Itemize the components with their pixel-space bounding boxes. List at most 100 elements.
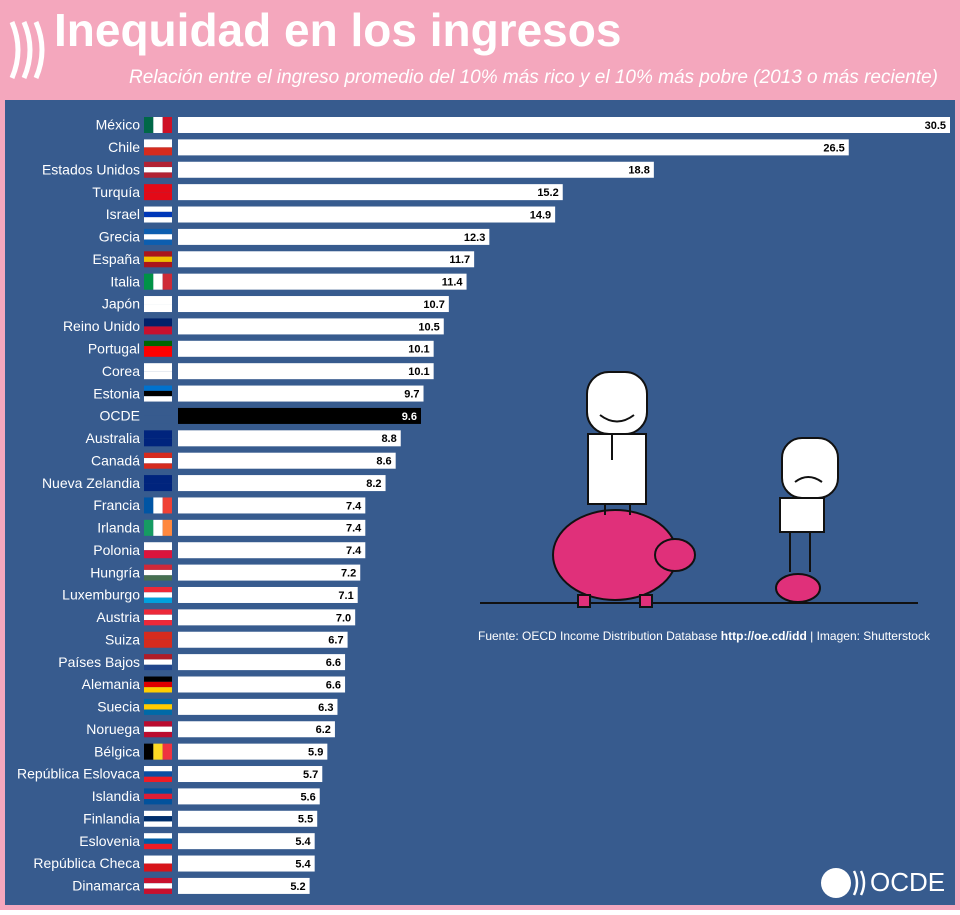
value-label: 6.2 xyxy=(316,724,331,736)
flag-stripe xyxy=(144,139,172,148)
bar xyxy=(178,407,421,424)
value-label: 6.6 xyxy=(326,657,341,669)
flag-stripe xyxy=(153,743,163,760)
value-label: 7.0 xyxy=(336,612,351,624)
category-label: Grecia xyxy=(99,229,140,245)
flag-stripe xyxy=(144,326,172,335)
value-label: 18.8 xyxy=(628,165,649,177)
bar xyxy=(178,586,358,603)
flag-stripe xyxy=(144,396,172,402)
bar xyxy=(178,519,366,536)
bar xyxy=(178,609,356,626)
flag-stripe xyxy=(144,430,172,439)
logo-arcs xyxy=(852,870,866,896)
logo-header xyxy=(9,21,45,79)
bar xyxy=(178,385,424,402)
logo-circle xyxy=(821,868,851,898)
flag-stripe xyxy=(144,659,172,665)
flag-stripe xyxy=(144,709,172,715)
flag-stripe xyxy=(144,838,172,844)
flag-stripe xyxy=(144,816,172,822)
flag-stripe xyxy=(144,206,172,212)
flag-stripe xyxy=(144,676,172,682)
flag-stripe xyxy=(144,217,172,223)
category-label: Francia xyxy=(93,497,140,513)
bar xyxy=(178,206,556,223)
category-label: Noruega xyxy=(86,721,140,737)
flag-stripe xyxy=(144,228,172,235)
bar xyxy=(178,654,346,671)
category-label: OCDE xyxy=(100,408,140,424)
bar xyxy=(178,833,315,850)
flag-stripe xyxy=(144,877,172,884)
flag-stripe xyxy=(162,497,172,514)
flag-stripe xyxy=(144,620,172,626)
flag-stripe xyxy=(162,519,172,536)
flag-stripe xyxy=(144,172,172,178)
category-label: Corea xyxy=(102,363,140,379)
category-label: Turquía xyxy=(92,184,140,200)
value-label: 11.7 xyxy=(449,254,470,266)
flag-stripe xyxy=(144,117,154,133)
bar xyxy=(178,251,475,268)
category-label: Japón xyxy=(102,296,140,312)
flag-stripe xyxy=(144,147,172,156)
flag-stripe xyxy=(144,681,172,688)
flag-stripe xyxy=(153,519,163,536)
category-label: Suiza xyxy=(105,631,140,647)
bar xyxy=(178,855,315,872)
flag-stripe xyxy=(144,351,172,357)
flag-stripe xyxy=(144,586,172,593)
flag-stripe xyxy=(144,888,172,894)
category-label: Portugal xyxy=(88,341,140,357)
flag-stripe xyxy=(144,883,172,889)
value-label: 5.9 xyxy=(308,747,323,759)
flag-stripe xyxy=(153,117,163,133)
category-label: Canadá xyxy=(91,452,140,468)
category-label: Estonia xyxy=(93,385,140,401)
value-label: 11.4 xyxy=(442,277,464,289)
value-label: 5.5 xyxy=(298,814,313,826)
category-label: Luxemburgo xyxy=(62,587,140,603)
category-label: Alemania xyxy=(82,676,141,692)
bar xyxy=(178,743,328,760)
value-label: 9.6 xyxy=(402,411,417,423)
source: Fuente: OECD Income Distribution Databas… xyxy=(478,629,931,643)
category-label: Reino Unido xyxy=(63,318,140,334)
value-label: 10.1 xyxy=(408,344,429,356)
bar xyxy=(178,877,310,894)
flag-stripe xyxy=(144,564,172,570)
bar xyxy=(178,430,401,447)
bar xyxy=(178,161,654,178)
flag-stripe xyxy=(144,452,172,459)
value-label: 10.1 xyxy=(408,366,429,378)
bar xyxy=(178,318,444,335)
bar xyxy=(178,564,361,581)
category-label: Eslovenia xyxy=(79,833,140,849)
source-prefix: Fuente: OECD Income Distribution Databas… xyxy=(478,629,718,643)
flag-stripe xyxy=(144,575,172,581)
flag-stripe xyxy=(144,614,172,621)
bar xyxy=(178,117,950,133)
flag-stripe xyxy=(153,497,163,514)
bar xyxy=(178,475,386,492)
flag-stripe xyxy=(144,415,172,424)
value-label: 8.6 xyxy=(376,456,391,468)
flag-stripe xyxy=(144,385,172,391)
flag-stripe xyxy=(144,726,172,732)
flag-stripe xyxy=(144,799,172,805)
flag-stripe xyxy=(144,340,172,347)
logo-text: OCDE xyxy=(870,867,945,897)
flag-stripe xyxy=(144,664,172,671)
flag-stripe xyxy=(144,251,172,257)
flag-stripe xyxy=(144,184,172,193)
value-label: 12.3 xyxy=(464,232,485,244)
flag-stripe xyxy=(144,161,172,168)
value-label: 15.2 xyxy=(537,187,558,199)
flag-stripe xyxy=(144,371,172,380)
bar xyxy=(178,631,348,648)
value-label: 5.6 xyxy=(300,791,315,803)
bar xyxy=(178,296,449,313)
value-label: 7.4 xyxy=(346,545,362,557)
value-label: 14.9 xyxy=(530,209,551,221)
